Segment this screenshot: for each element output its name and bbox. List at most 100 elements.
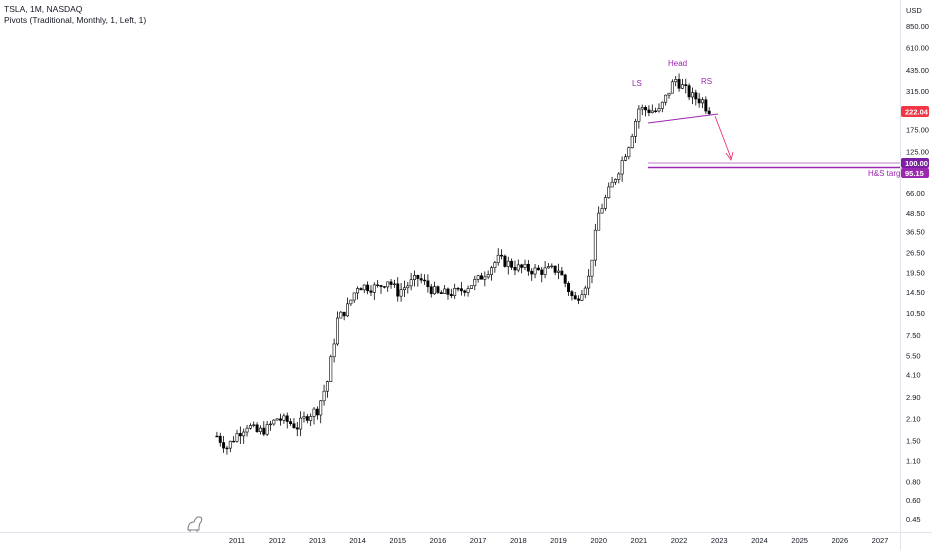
candle-body bbox=[536, 267, 540, 271]
candle-body bbox=[650, 110, 654, 113]
candle-body bbox=[456, 288, 460, 290]
candle-body bbox=[657, 108, 661, 112]
y-tick-label: 0.60 bbox=[906, 496, 921, 505]
candle-body bbox=[423, 279, 427, 282]
candle-body bbox=[382, 286, 386, 288]
candle-body bbox=[299, 417, 303, 430]
candle-body bbox=[252, 424, 256, 426]
candle-body bbox=[362, 284, 366, 291]
candle-body bbox=[654, 110, 658, 113]
candle-body bbox=[573, 295, 577, 300]
candle-body bbox=[670, 81, 674, 94]
candle-body bbox=[349, 299, 353, 305]
candle-body bbox=[694, 92, 698, 100]
candle-body bbox=[473, 279, 477, 286]
candle-body bbox=[439, 292, 443, 294]
candle-body bbox=[443, 288, 447, 294]
y-tick-label: 26.50 bbox=[906, 249, 925, 258]
candle-body bbox=[664, 94, 668, 103]
candle-body bbox=[701, 99, 704, 104]
hs-target-label: H&S target bbox=[868, 169, 908, 178]
candle-body bbox=[674, 79, 678, 83]
candle-body bbox=[392, 283, 396, 285]
candle-body bbox=[302, 416, 306, 419]
candle-body bbox=[550, 265, 554, 268]
candle-body bbox=[563, 274, 567, 284]
candle-body bbox=[580, 294, 584, 301]
candle-body bbox=[228, 440, 232, 449]
target-arrow bbox=[714, 115, 732, 159]
candle-body bbox=[289, 421, 293, 425]
symbol-line[interactable]: TSLA, 1M, NASDAQ bbox=[4, 4, 83, 14]
hs-target-tag: 95.15 bbox=[901, 168, 929, 178]
candle-body bbox=[269, 423, 272, 426]
candle-body bbox=[540, 269, 544, 275]
tradingview-logo-icon bbox=[187, 516, 203, 532]
candle-body bbox=[272, 419, 276, 425]
x-tick-label: 2017 bbox=[470, 536, 487, 545]
candle-body bbox=[419, 278, 423, 281]
candle-body bbox=[500, 254, 504, 257]
candle-body bbox=[459, 288, 463, 292]
svg-text:95.15: 95.15 bbox=[905, 169, 924, 178]
candle-body bbox=[490, 267, 493, 275]
y-tick-label: 19.50 bbox=[906, 269, 925, 278]
candle-body bbox=[680, 84, 684, 89]
candle-body bbox=[232, 440, 236, 443]
candle-body bbox=[607, 186, 611, 198]
candle-body bbox=[597, 212, 601, 231]
x-tick-label: 2024 bbox=[751, 536, 768, 545]
candle-body bbox=[644, 107, 648, 111]
candle-body bbox=[396, 283, 400, 297]
candle-body bbox=[516, 264, 520, 271]
y-tick-label: 2.90 bbox=[906, 393, 921, 402]
x-tick-label: 2022 bbox=[671, 536, 688, 545]
x-tick-label: 2015 bbox=[389, 536, 406, 545]
candle-body bbox=[543, 267, 547, 275]
candle-body bbox=[546, 266, 550, 269]
x-tick-label: 2023 bbox=[711, 536, 728, 545]
candle-body bbox=[315, 408, 319, 416]
candle-body bbox=[282, 415, 286, 421]
x-tick-label: 2018 bbox=[510, 536, 527, 545]
candle-body bbox=[225, 447, 229, 450]
candle-body bbox=[342, 311, 346, 317]
candle-body bbox=[292, 423, 296, 429]
candle-body bbox=[446, 288, 450, 295]
candle-body bbox=[332, 343, 336, 358]
x-tick-label: 2020 bbox=[590, 536, 607, 545]
candle-body bbox=[215, 435, 219, 438]
candle-body bbox=[647, 109, 651, 113]
last-price-tag: 222.04 bbox=[901, 106, 929, 117]
candle-body bbox=[436, 286, 440, 293]
candle-body bbox=[667, 92, 671, 96]
candle-body bbox=[258, 427, 262, 432]
y-tick-label: 48.50 bbox=[906, 209, 925, 218]
y-tick-label: 315.00 bbox=[906, 87, 929, 96]
x-tick-label: 2027 bbox=[872, 536, 889, 545]
candle-body bbox=[684, 84, 688, 86]
candle-body bbox=[660, 101, 664, 109]
svg-text:100.00: 100.00 bbox=[905, 159, 928, 168]
candle-body bbox=[453, 288, 457, 296]
candle-body bbox=[262, 427, 266, 435]
candle-body bbox=[389, 281, 393, 285]
y-tick-label: 5.50 bbox=[906, 351, 921, 360]
candle-series bbox=[215, 73, 711, 455]
candle-body bbox=[366, 284, 370, 292]
candle-body bbox=[305, 416, 309, 421]
y-tick-label: 610.00 bbox=[906, 44, 929, 53]
candle-body bbox=[359, 288, 363, 291]
candle-body bbox=[637, 108, 641, 122]
candle-body bbox=[603, 197, 607, 209]
candle-body bbox=[248, 425, 252, 429]
candle-body bbox=[630, 136, 634, 149]
candle-body bbox=[567, 282, 571, 292]
candle-body bbox=[620, 160, 624, 175]
y-tick-label: 10.50 bbox=[906, 309, 925, 318]
candle-body bbox=[520, 264, 524, 268]
x-tick-label: 2025 bbox=[791, 536, 808, 545]
indicator-line[interactable]: Pivots (Traditional, Monthly, 1, Left, 1… bbox=[4, 15, 147, 25]
x-tick-label: 2011 bbox=[229, 536, 245, 545]
